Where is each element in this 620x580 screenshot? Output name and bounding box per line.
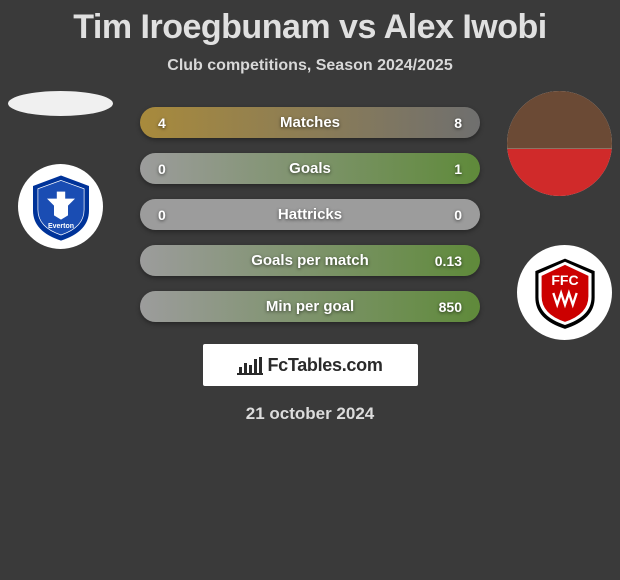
everton-crest-icon: Everton: [26, 172, 96, 242]
player-left-avatar: [8, 91, 113, 116]
page-title: Tim Iroegbunam vs Alex Iwobi: [0, 8, 620, 47]
stat-row: Min per goal 850: [140, 291, 480, 322]
stat-right-value: 8: [454, 115, 462, 131]
stat-row: Goals per match 0.13: [140, 245, 480, 276]
branding-text: FcTables.com: [267, 355, 382, 376]
stat-left-value: 4: [158, 115, 166, 131]
stat-row: 4 Matches 8: [140, 107, 480, 138]
stat-label: Min per goal: [266, 298, 354, 315]
stat-right-value: 1: [454, 161, 462, 177]
branding-box: FcTables.com: [203, 344, 418, 386]
stat-label: Matches: [280, 114, 340, 131]
player-right-avatar: [507, 91, 612, 196]
subtitle: Club competitions, Season 2024/2025: [0, 57, 620, 75]
stat-right-value: 0: [454, 207, 462, 223]
stats-list: 4 Matches 8 0 Goals 1 0 Hattricks 0 Goals per mat…: [140, 107, 480, 322]
stat-right-value: 0.13: [435, 253, 462, 269]
date-text: 21 october 2024: [0, 404, 620, 424]
svg-text:FFC: FFC: [551, 272, 578, 288]
comparison-content: Everton FFC 4 Matches 8 0 Goals 1 0 Hattricks 0 G…: [0, 107, 620, 424]
stat-label: Goals per match: [251, 252, 369, 269]
stat-right-value: 850: [439, 299, 462, 315]
player-left-club-badge: Everton: [18, 164, 103, 249]
fulham-crest-icon: FFC: [526, 254, 604, 332]
stat-left-value: 0: [158, 161, 166, 177]
stat-row: 0 Goals 1: [140, 153, 480, 184]
fctables-logo-icon: [237, 355, 263, 375]
stat-label: Goals: [289, 160, 331, 177]
stat-label: Hattricks: [278, 206, 342, 223]
stat-row: 0 Hattricks 0: [140, 199, 480, 230]
svg-text:Everton: Everton: [47, 223, 73, 230]
player-right-club-badge: FFC: [517, 245, 612, 340]
stat-left-value: 0: [158, 207, 166, 223]
